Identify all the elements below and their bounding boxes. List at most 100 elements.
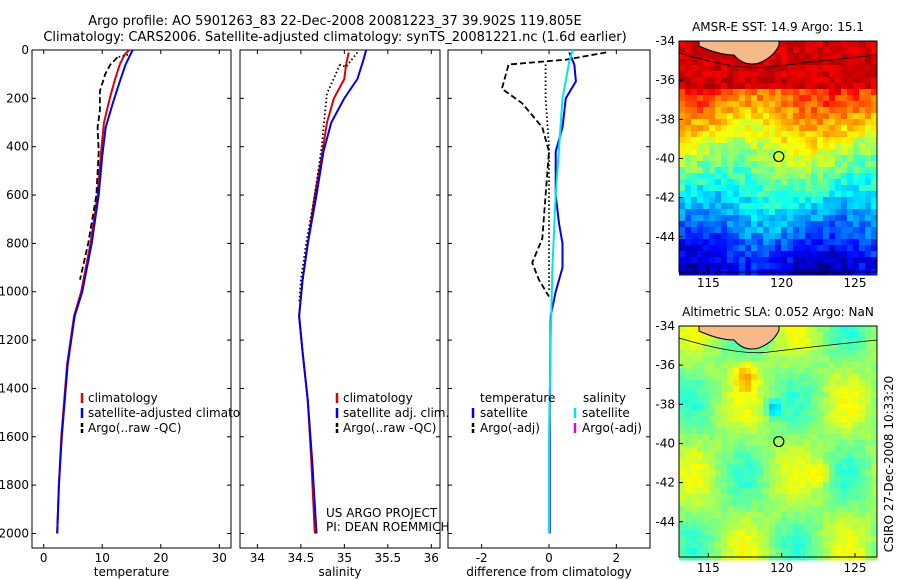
sla-map-cell	[835, 332, 842, 339]
sla-map-cell	[727, 380, 734, 387]
sla-map-cell	[703, 512, 710, 519]
sla-map-cell	[871, 488, 878, 495]
sla-map-cell	[859, 332, 866, 339]
sla-map-cell	[715, 374, 722, 381]
sst-map-cell	[715, 149, 722, 156]
sla-map-cell	[709, 356, 716, 363]
sst-map-cell	[685, 125, 692, 132]
sst-map-cell	[685, 221, 692, 228]
sla-map-cell	[709, 344, 716, 351]
sst-map-cell	[841, 251, 848, 258]
sla-map-cell	[829, 512, 836, 519]
sst-map-cell	[721, 131, 728, 138]
sst-map-cell	[829, 149, 836, 156]
sst-map-cell	[817, 53, 824, 60]
sst-map-cell	[853, 119, 860, 126]
sla-map-ytick-label: -36	[655, 358, 675, 372]
sst-map-cell	[793, 113, 800, 120]
sst-map-cell	[817, 173, 824, 180]
sst-map-cell	[865, 131, 872, 138]
sst-map-cell	[727, 179, 734, 186]
sst-map-cell	[787, 245, 794, 252]
sla-map-cell	[859, 542, 866, 549]
sla-map-cell	[811, 482, 818, 489]
sst-map-cell	[751, 107, 758, 114]
sst-map-cell	[817, 83, 824, 90]
sla-map-cell	[757, 482, 764, 489]
sst-map-cell	[703, 119, 710, 126]
sst-map-cell	[721, 71, 728, 78]
sla-map-cell	[775, 368, 782, 375]
sla-map-cell	[739, 440, 746, 447]
sla-map-cell	[853, 416, 860, 423]
sst-map-xtick-label: 115	[697, 276, 720, 290]
sst-map-cell	[835, 101, 842, 108]
sla-map-cell	[853, 470, 860, 477]
sla-map-cell	[793, 374, 800, 381]
sla-map-cell	[805, 392, 812, 399]
sst-map-cell	[853, 131, 860, 138]
sla-map-cell	[703, 500, 710, 507]
sst-map-cell	[679, 203, 686, 210]
sla-map-cell	[685, 368, 692, 375]
sla-map-cell	[859, 536, 866, 543]
sla-map-cell	[715, 494, 722, 501]
sla-map-cell	[709, 464, 716, 471]
sla-map-cell	[829, 500, 836, 507]
sla-map-cell	[685, 512, 692, 519]
sst-map-cell	[703, 209, 710, 216]
sst-map-cell	[715, 125, 722, 132]
sst-map-cell	[757, 137, 764, 144]
header-line-1: Argo profile: AO 5901263_83 22-Dec-2008 …	[88, 14, 582, 29]
sla-map-cell	[871, 386, 878, 393]
sst-map-cell	[709, 185, 716, 192]
sla-map-cell	[865, 386, 872, 393]
sst-map-cell	[835, 107, 842, 114]
sst-map-cell	[781, 239, 788, 246]
sla-map-cell	[859, 482, 866, 489]
sst-map-cell	[715, 59, 722, 66]
sst-map-cell	[811, 143, 818, 150]
sst-map-cell	[781, 173, 788, 180]
sla-map-cell	[811, 500, 818, 507]
sst-map-xtick-label: 125	[844, 276, 867, 290]
sla-map-cell	[817, 440, 824, 447]
sst-map-cell	[853, 143, 860, 150]
sla-map-cell	[715, 506, 722, 513]
sla-map-cell	[691, 494, 698, 501]
sla-map-cell	[721, 536, 728, 543]
sla-map-xtick-label: 120	[770, 561, 793, 575]
sla-map-cell	[727, 392, 734, 399]
sla-map-cell	[793, 452, 800, 459]
sst-map-cell	[823, 215, 830, 222]
sst-map-cell	[811, 65, 818, 72]
sst-map-cell	[733, 167, 740, 174]
sla-map-cell	[847, 344, 854, 351]
sst-map-cell	[811, 245, 818, 252]
sla-map-cell	[691, 464, 698, 471]
sst-map-cell	[769, 53, 776, 60]
sst-map-cell	[823, 233, 830, 240]
sla-map-cell	[829, 542, 836, 549]
sla-map-cell	[727, 404, 734, 411]
sla-map-cell	[841, 494, 848, 501]
sla-map-cell	[757, 368, 764, 375]
sla-map-cell	[709, 452, 716, 459]
sla-map-cell	[823, 458, 830, 465]
sst-map-cell	[739, 185, 746, 192]
sst-map-cell	[691, 113, 698, 120]
sla-map-cell	[781, 386, 788, 393]
sst-map-cell	[799, 227, 806, 234]
sla-map-cell	[853, 338, 860, 345]
sla-map-cell	[679, 416, 686, 423]
sst-map-cell	[769, 137, 776, 144]
sla-map-cell	[865, 542, 872, 549]
depth-tick-label: 2000	[0, 526, 29, 540]
sla-map-cell	[805, 458, 812, 465]
sst-map-cell	[865, 251, 872, 258]
sst-map-cell	[769, 263, 776, 270]
sst-map-cell	[721, 161, 728, 168]
sla-map-cell	[727, 542, 734, 549]
sst-map-cell	[793, 59, 800, 66]
sla-map-cell	[823, 362, 830, 369]
